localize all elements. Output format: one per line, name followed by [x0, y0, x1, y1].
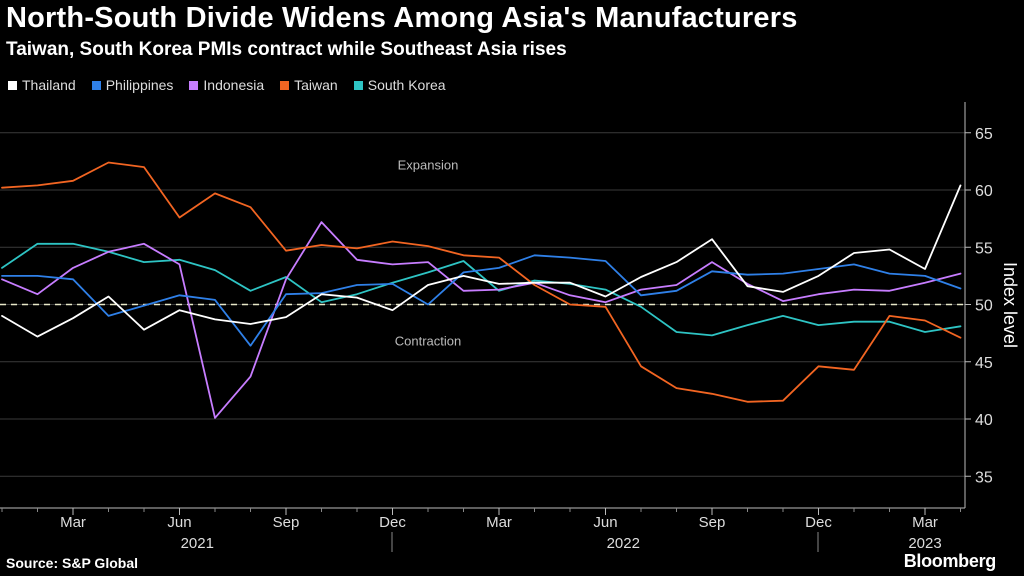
- y-tick-label-50: 50: [975, 298, 993, 315]
- legend-swatch-philippines: [91, 80, 101, 90]
- x-tick-label-7: Dec: [805, 514, 832, 531]
- annotation-expansion: Expansion: [398, 157, 459, 172]
- x-tick-label-2: Sep: [273, 514, 300, 531]
- source-note: Source: S&P Global: [6, 555, 138, 571]
- x-tick-label-3: Dec: [379, 514, 406, 531]
- legend-item-indonesia: Indonesia: [189, 77, 264, 93]
- x-tick-label-1: Jun: [167, 514, 191, 531]
- x-tick-label-5: Jun: [593, 514, 617, 531]
- chart-subtitle: Taiwan, South Korea PMIs contract while …: [6, 39, 567, 60]
- annotation-contraction: Contraction: [395, 334, 461, 349]
- legend-label-philippines: Philippines: [105, 77, 174, 93]
- year-label-2021: 2021: [181, 535, 214, 552]
- y-tick-label-60: 60: [975, 183, 993, 200]
- legend-item-taiwan: Taiwan: [280, 77, 338, 93]
- series-line-taiwan: [1, 161, 962, 403]
- y-tick-label-65: 65: [975, 126, 993, 143]
- chart-legend: Thailand Philippines Indonesia Taiwan So…: [8, 77, 446, 93]
- legend-item-philippines: Philippines: [91, 77, 174, 93]
- y-tick-label-55: 55: [975, 240, 993, 257]
- legend-swatch-taiwan: [280, 80, 290, 90]
- x-tick-label-6: Sep: [699, 514, 726, 531]
- x-tick-label-0: Mar: [60, 514, 86, 531]
- legend-swatch-south-korea: [353, 80, 363, 90]
- legend-label-thailand: Thailand: [22, 77, 76, 93]
- legend-label-indonesia: Indonesia: [203, 77, 265, 93]
- chart-title: North-South Divide Widens Among Asia's M…: [6, 2, 798, 34]
- bloomberg-logo: Bloomberg: [903, 551, 997, 571]
- series-line-south-korea: [1, 242, 962, 337]
- x-tick-label-4: Mar: [486, 514, 512, 531]
- year-label-2022: 2022: [607, 535, 640, 552]
- legend-swatch-thailand: [8, 80, 17, 90]
- series-line-indonesia: [1, 221, 962, 419]
- series-line-philippines: [1, 254, 962, 347]
- legend-item-thailand: Thailand: [8, 77, 76, 93]
- legend-swatch-indonesia: [189, 80, 199, 90]
- y-tick-label-35: 35: [975, 469, 993, 486]
- x-tick-label-8: Mar: [912, 514, 938, 531]
- y-tick-label-40: 40: [975, 412, 993, 429]
- series-line-thailand: [1, 184, 962, 338]
- legend-label-south-korea: South Korea: [367, 77, 446, 93]
- year-label-2023: 2023: [908, 535, 941, 552]
- y-axis-title: Index level: [1000, 262, 1020, 348]
- legend-label-taiwan: Taiwan: [294, 77, 338, 93]
- legend-item-south-korea: South Korea: [353, 77, 446, 93]
- y-tick-label-45: 45: [975, 355, 993, 372]
